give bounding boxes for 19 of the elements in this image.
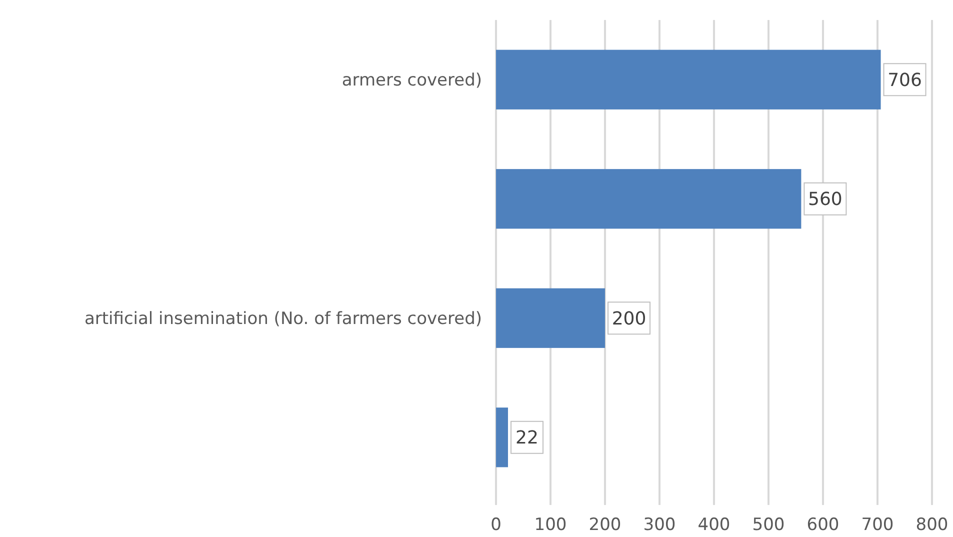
data-label: 200 [612,308,646,330]
bar [496,408,508,468]
bar [496,50,881,110]
x-tick-label: 400 [698,515,730,535]
x-tick-label: 300 [643,515,676,535]
x-tick-label: 100 [534,515,567,535]
y-tick-label: armers covered) [342,70,482,91]
bar [496,288,605,348]
bar [496,169,802,229]
data-label: 22 [516,428,538,449]
y-tick-label: artificial insemination (No. of farmers covered) [84,309,482,330]
x-tick-label: 500 [752,515,785,535]
x-tick-label: 0 [490,515,502,535]
x-tick-label: 700 [861,515,894,535]
data-label: 706 [888,70,922,91]
x-tick-label: 200 [588,515,622,535]
x-tick-label: 600 [806,515,840,535]
data-label: 560 [808,189,842,210]
x-tick-label: 800 [916,515,948,535]
